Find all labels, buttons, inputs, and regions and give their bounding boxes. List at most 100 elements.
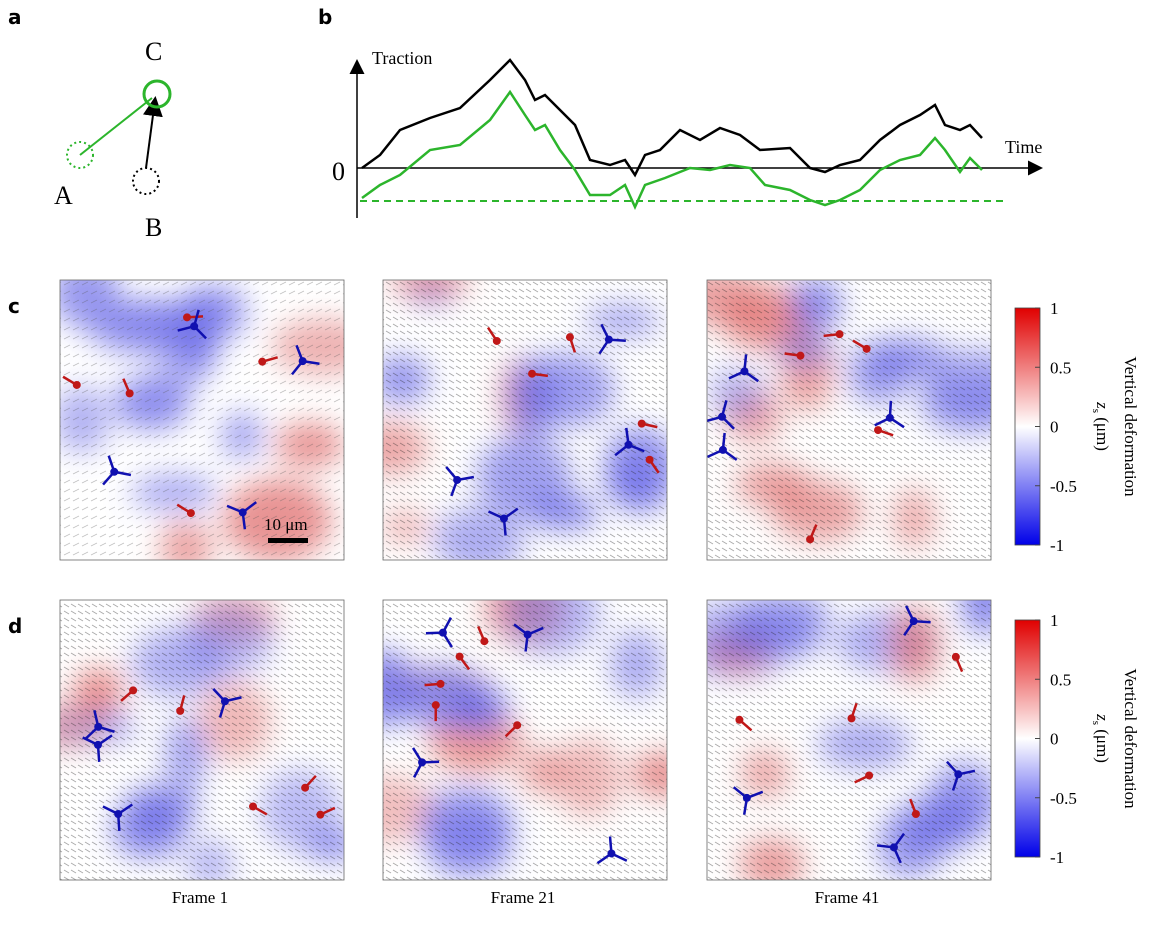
minus-defect xyxy=(885,413,894,422)
minus-defect xyxy=(740,367,749,376)
plus-defect xyxy=(183,313,192,322)
colorbar-tick-label: 0 xyxy=(1050,730,1059,749)
plus-defect xyxy=(72,380,81,389)
frame-label: Frame 21 xyxy=(491,888,556,907)
unit: (μm) xyxy=(1093,725,1112,763)
minus-defect xyxy=(889,843,898,852)
vector-field xyxy=(383,600,667,880)
minus-defect xyxy=(94,722,103,731)
plus-defect xyxy=(186,509,195,518)
unit-subscript: s xyxy=(1090,409,1102,413)
panel-label: a xyxy=(8,5,22,29)
unit-symbol: z xyxy=(1093,401,1112,409)
plus-defect xyxy=(316,810,325,819)
frame-label: Frame 1 xyxy=(172,888,228,907)
map-content xyxy=(60,280,344,560)
minus-defect xyxy=(110,467,119,476)
panel-label: c xyxy=(8,294,20,318)
plus-defect xyxy=(835,330,844,339)
vector-field xyxy=(707,280,991,560)
plus-defect xyxy=(847,714,856,723)
point-label: C xyxy=(145,37,162,66)
axis-label: Traction xyxy=(372,48,432,68)
deformation-map xyxy=(382,279,668,561)
map-frame xyxy=(382,599,668,881)
plus-defect xyxy=(865,771,874,780)
minus-defect xyxy=(742,793,751,802)
plus-defect xyxy=(796,351,805,360)
plus-defect xyxy=(176,706,185,715)
colorbar: 1 0.5 0 -0.5 -1 Vertical deformation zs (μm) xyxy=(1014,611,1140,867)
map-content xyxy=(707,600,991,880)
map-content xyxy=(707,280,991,560)
minus-defect xyxy=(418,758,427,767)
colorbar-label: Vertical deformation xyxy=(1121,668,1140,809)
point-label: B xyxy=(145,213,162,242)
plus-defect xyxy=(528,369,537,378)
frame-label: Frame 41 xyxy=(815,888,880,907)
colorbar-tick-label: -0.5 xyxy=(1050,477,1077,496)
minus-defect xyxy=(438,628,447,637)
colorbar-tick-label: 1 xyxy=(1050,611,1059,630)
map-frame xyxy=(706,279,992,561)
colorbars: 1 0.5 0 -0.5 -1 Vertical deformation zs (μm) 1 0… xyxy=(1014,299,1140,867)
plus-defect xyxy=(637,419,646,428)
plus-defect xyxy=(735,715,744,724)
colorbar-tick-label: 0.5 xyxy=(1050,358,1071,377)
panel-label: d xyxy=(8,614,22,638)
minus-defect xyxy=(624,440,633,449)
deformation-map xyxy=(382,599,668,881)
map-content xyxy=(383,280,667,560)
map-content xyxy=(60,600,344,880)
plus-defect xyxy=(492,336,501,345)
plus-defect xyxy=(874,426,883,435)
scale-label: 10 μm xyxy=(264,515,308,534)
colorbar-tick-label: 0.5 xyxy=(1050,670,1071,689)
minus-defect xyxy=(499,514,508,523)
plus-defect xyxy=(125,389,134,398)
minus-defect xyxy=(453,475,462,484)
colorbar-unit: zs (μm) xyxy=(1090,401,1112,451)
minus-defect xyxy=(909,617,918,626)
plus-defect xyxy=(436,679,445,688)
zero-label: 0 xyxy=(332,157,345,186)
map-frame xyxy=(382,279,668,561)
plus-defect xyxy=(565,333,574,342)
plus-defect xyxy=(258,357,267,366)
deformation-map xyxy=(706,599,992,881)
deformation-map xyxy=(706,279,992,561)
plus-defect xyxy=(645,455,654,464)
colorbar-tick-label: 1 xyxy=(1050,299,1059,318)
colorbar-tick-label: 0 xyxy=(1050,418,1059,437)
panel-b: Traction Time 0 xyxy=(332,48,1043,218)
plus-defect xyxy=(513,721,522,730)
panel-label: b xyxy=(318,5,332,29)
minus-defect xyxy=(523,630,532,639)
colorbar: 1 0.5 0 -0.5 -1 Vertical deformation zs (μm) xyxy=(1014,299,1140,555)
plus-defect xyxy=(301,783,310,792)
colorbar-tick-label: -1 xyxy=(1050,536,1064,555)
minus-defect xyxy=(718,412,727,421)
minus-defect xyxy=(298,357,307,366)
axis-label: Time xyxy=(1005,137,1042,157)
point-label: A xyxy=(54,181,73,210)
panel-a: C A B xyxy=(54,37,172,242)
deformation-map xyxy=(59,599,345,881)
colorbar-label: Vertical deformation xyxy=(1121,356,1140,497)
minus-defect xyxy=(718,445,727,454)
minus-defect xyxy=(114,809,123,818)
colorbar-tick-label: -0.5 xyxy=(1050,789,1077,808)
minus-defect xyxy=(604,335,613,344)
minus-defect xyxy=(954,770,963,779)
minus-defect xyxy=(220,697,229,706)
map-frame xyxy=(59,599,345,881)
vector-field xyxy=(60,280,344,560)
minus-defect xyxy=(190,322,199,331)
vector-field xyxy=(60,600,344,880)
plus-defect xyxy=(249,802,258,811)
colorbar-tick-label: -1 xyxy=(1050,848,1064,867)
deformation-map xyxy=(59,279,345,561)
map-frame xyxy=(59,279,345,561)
map-frame xyxy=(706,599,992,881)
